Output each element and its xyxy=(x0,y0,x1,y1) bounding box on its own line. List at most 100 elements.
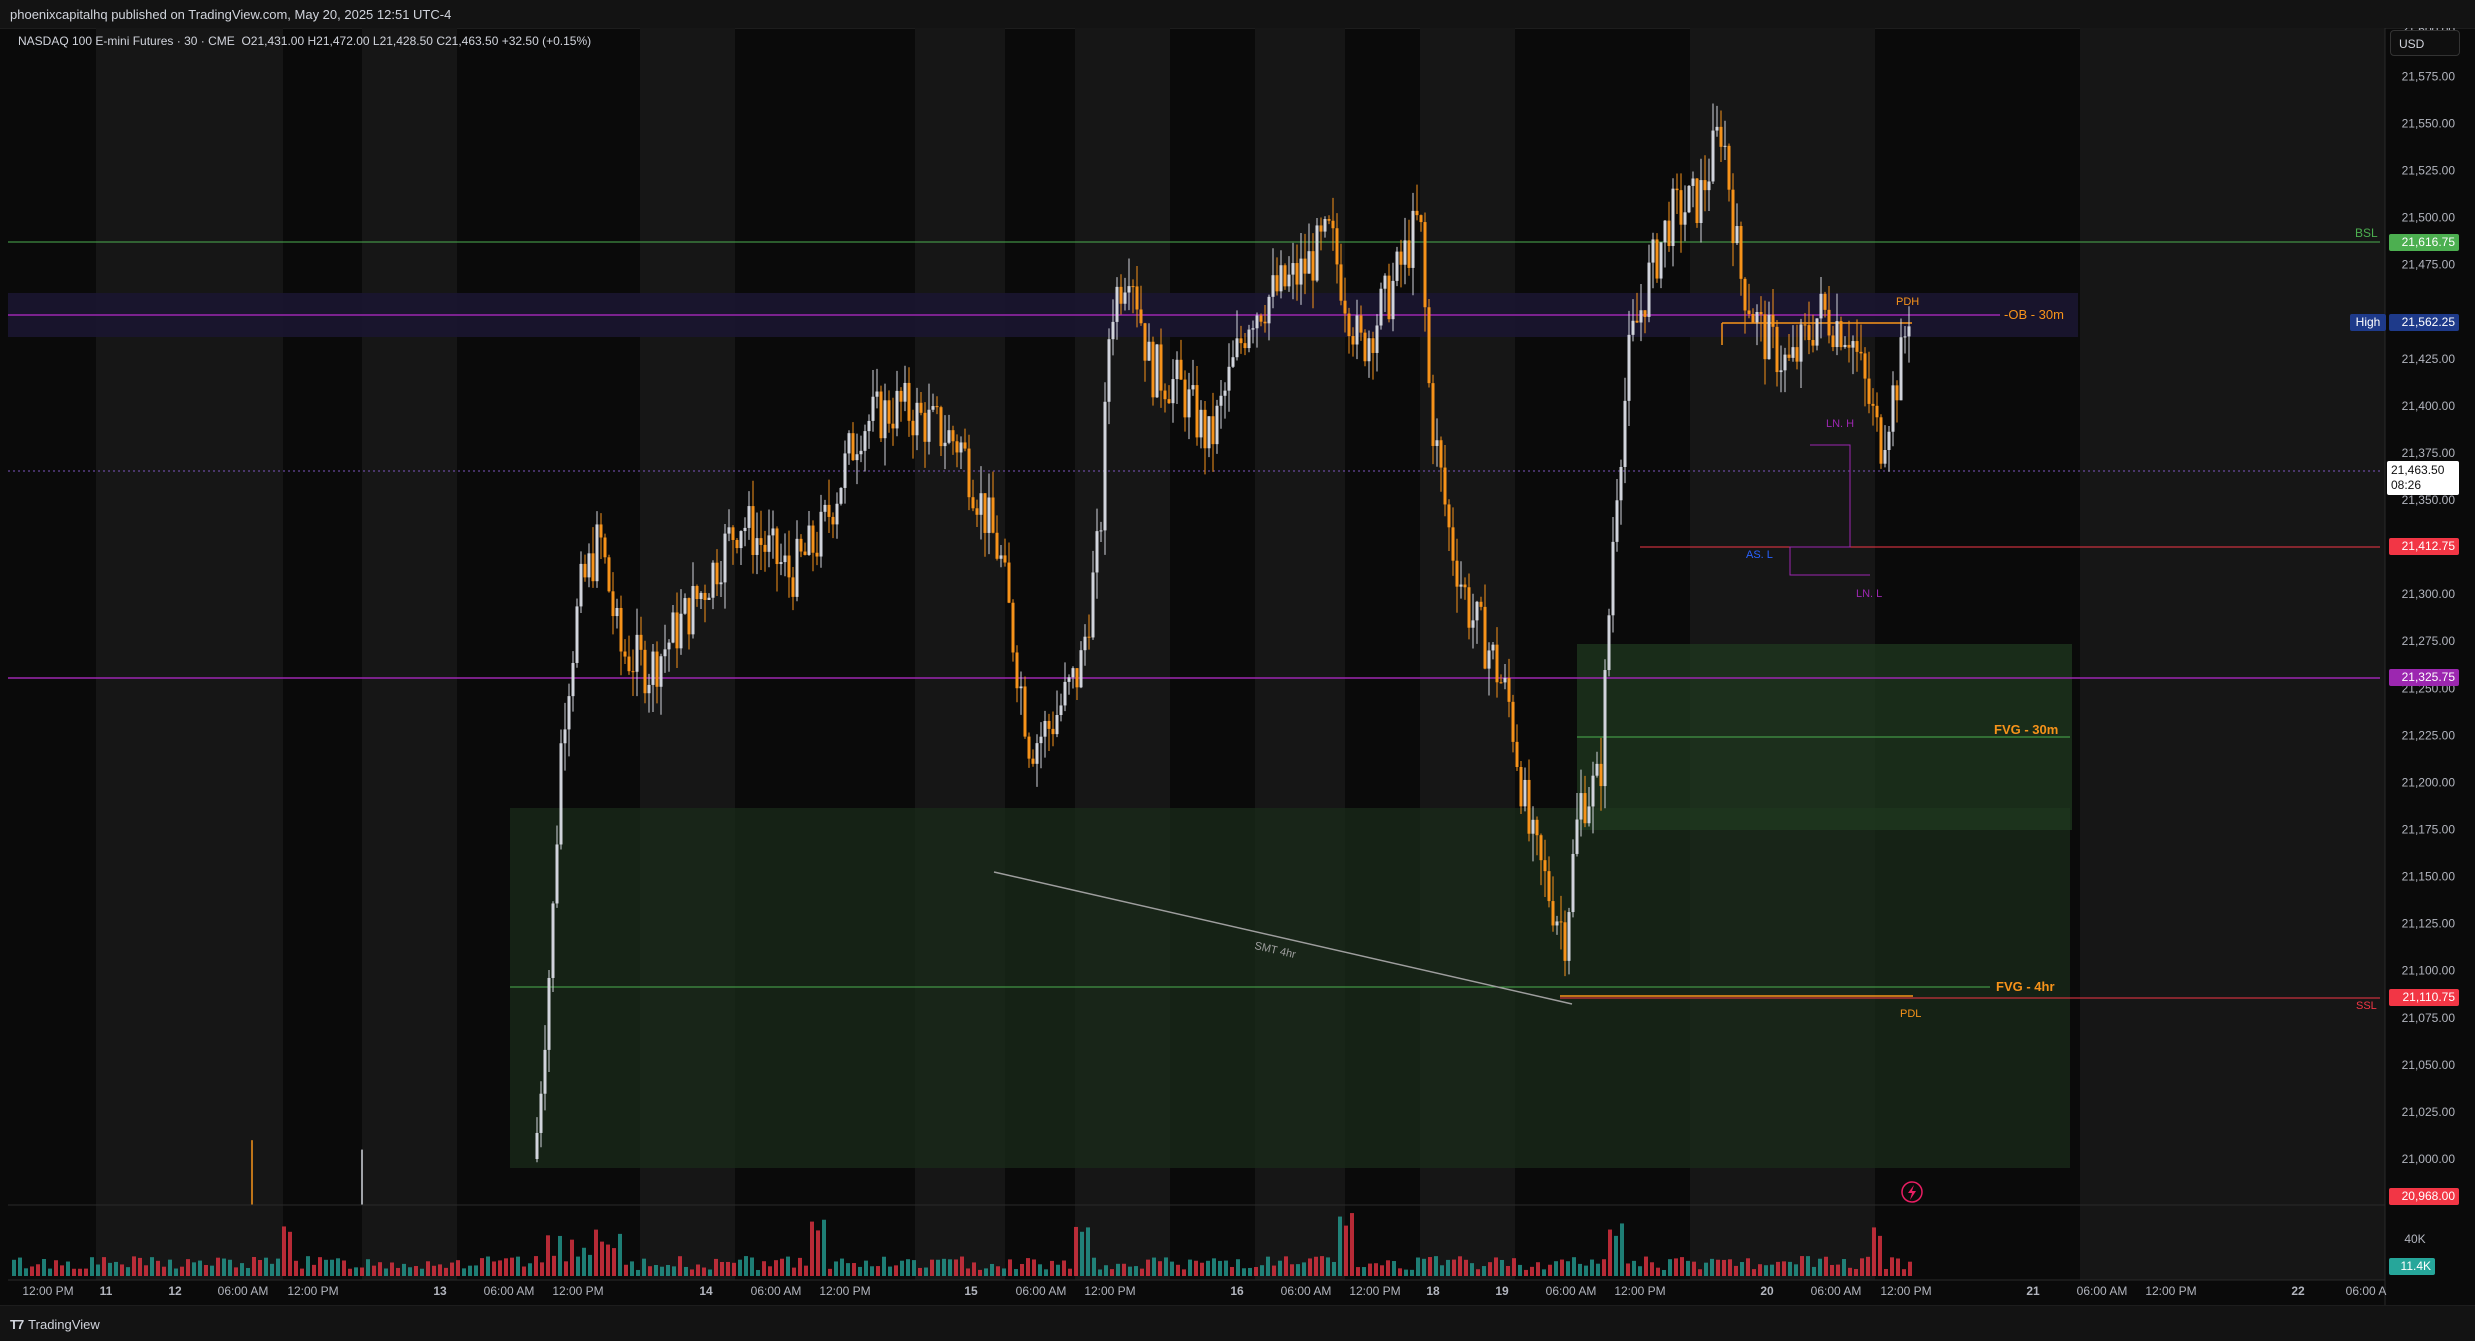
volume-bar xyxy=(102,1257,106,1276)
volume-bar xyxy=(744,1256,748,1276)
volume-bar xyxy=(1662,1269,1666,1276)
volume-bar xyxy=(186,1259,190,1276)
volume-bar xyxy=(1842,1259,1846,1276)
lightning-icon[interactable] xyxy=(1901,1181,1923,1203)
volume-bar xyxy=(1254,1267,1258,1276)
volume-bar xyxy=(1758,1264,1762,1276)
candle-body xyxy=(1147,341,1151,361)
volume-bar xyxy=(1500,1259,1504,1276)
candle-body xyxy=(1379,288,1383,326)
volume-bar xyxy=(1362,1267,1366,1276)
candle-body xyxy=(1803,324,1807,326)
candle-body xyxy=(559,743,563,845)
candle-body xyxy=(1615,500,1619,542)
candle-body xyxy=(975,508,979,515)
volume-bar xyxy=(972,1262,976,1276)
time-tick-label: 14 xyxy=(699,1284,713,1298)
volume-bar xyxy=(1752,1269,1756,1276)
volume-bar xyxy=(1692,1261,1696,1276)
volume-bar xyxy=(1170,1261,1174,1276)
candle-body xyxy=(763,544,767,552)
volume-bar xyxy=(180,1266,184,1276)
candle-body xyxy=(1687,185,1691,213)
candle-body xyxy=(1315,225,1319,281)
candle-body xyxy=(1535,819,1539,836)
candle-body xyxy=(1363,332,1367,362)
high-label-badge: High xyxy=(2350,314,2386,331)
price-axis[interactable]: 21,725.0021,700.0021,675.0021,650.0021,6… xyxy=(2402,28,2456,1246)
candle-body xyxy=(1163,390,1167,400)
volume-bar xyxy=(1392,1261,1396,1276)
candle-body xyxy=(1883,450,1887,464)
time-tick-label: 21 xyxy=(2026,1284,2040,1298)
volume-bar xyxy=(1866,1256,1870,1276)
time-tick-label: 06:00 AM xyxy=(1811,1284,1862,1298)
candle-body xyxy=(767,535,771,552)
candle-body xyxy=(1711,130,1715,182)
volume-bar xyxy=(42,1258,46,1276)
candle-body xyxy=(1691,178,1695,186)
time-tick-label: 12:00 PM xyxy=(22,1284,73,1298)
currency-button[interactable]: USD xyxy=(2390,30,2460,56)
candle-body xyxy=(827,504,831,517)
volume-bar xyxy=(1092,1257,1096,1276)
volume-bar xyxy=(138,1257,142,1276)
volume-bar xyxy=(498,1260,502,1276)
candle-body xyxy=(1275,275,1279,292)
candle-body xyxy=(663,649,667,657)
candle-body xyxy=(967,448,971,498)
candle-body xyxy=(1167,399,1171,404)
volume-bar xyxy=(1134,1266,1138,1276)
volume-bar xyxy=(978,1269,982,1276)
volume-bar xyxy=(240,1263,244,1276)
candle-body xyxy=(1499,682,1503,684)
volume-bar xyxy=(24,1268,28,1276)
candle-body xyxy=(1127,286,1131,293)
symbol-interval: 30 xyxy=(184,34,198,48)
volume-bar xyxy=(1884,1268,1888,1276)
volume-bar xyxy=(552,1255,556,1276)
candle-body xyxy=(1155,344,1159,398)
candle-body xyxy=(983,493,987,533)
candle-body xyxy=(1159,344,1163,391)
candle-body xyxy=(1199,409,1203,438)
ln-l-label: LN. L xyxy=(1856,588,1883,600)
volume-bar xyxy=(1182,1269,1186,1276)
candle-body xyxy=(775,528,779,565)
candle-body xyxy=(1063,681,1067,706)
candle-body xyxy=(1243,343,1247,349)
time-axis[interactable]: 12:00 PM 11 12 06:00 AM 12:00 PM 13 06:00 AM 12… xyxy=(22,1284,2386,1298)
candle-body xyxy=(1875,405,1879,418)
footer-bar: T7 TradingView xyxy=(0,1305,2475,1341)
candle-body xyxy=(1779,370,1783,373)
candle-body xyxy=(1339,264,1343,301)
candle-body xyxy=(635,634,639,672)
fvg-4hr-label: FVG - 4hr xyxy=(1996,979,2055,994)
volume-bar xyxy=(330,1259,334,1276)
tradingview-logo[interactable]: T7 TradingView xyxy=(10,1317,100,1332)
bsl-price-badge: 21,616.75 xyxy=(2389,234,2459,251)
candle-body xyxy=(1203,409,1207,449)
candle-body xyxy=(551,903,555,978)
volume-bar xyxy=(846,1263,850,1276)
volume-bar xyxy=(1464,1259,1468,1276)
candle-body xyxy=(711,562,715,598)
candle-body xyxy=(1563,922,1567,961)
time-tick-label: 06:00 AM xyxy=(751,1284,802,1298)
candle-body xyxy=(883,400,887,439)
candle-body xyxy=(655,651,659,687)
volume-bar xyxy=(1026,1258,1030,1276)
candle-body xyxy=(1435,440,1439,446)
chart-canvas[interactable]: 21,725.0021,700.0021,675.0021,650.0021,6… xyxy=(0,28,2475,1305)
candle-body xyxy=(1823,293,1827,310)
candle-body xyxy=(683,598,687,614)
time-tick-label: 12:00 PM xyxy=(819,1284,870,1298)
volume-bar xyxy=(114,1261,118,1276)
symbol-legend[interactable]: NASDAQ 100 E-mini Futures · 30 · CME O21… xyxy=(18,34,592,48)
volume-bar xyxy=(1302,1262,1306,1276)
volume-bar xyxy=(1152,1257,1156,1276)
candle-body xyxy=(1763,314,1767,360)
candle-body xyxy=(1123,292,1127,304)
volume-bar xyxy=(984,1268,988,1276)
